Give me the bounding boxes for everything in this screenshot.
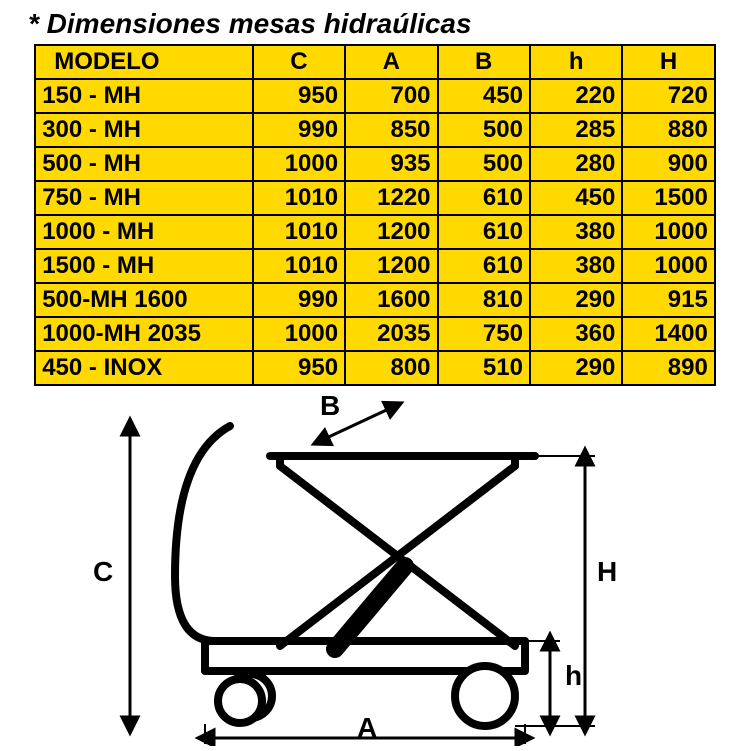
label-A: A xyxy=(357,712,377,744)
cell-model: 1000 - MH xyxy=(35,215,252,249)
cell-value: 880 xyxy=(622,113,714,147)
cell-value: 450 xyxy=(438,79,530,113)
cell-value: 1000 xyxy=(253,147,345,181)
lift-table-diagram: C A B H h xyxy=(75,396,675,746)
label-h: h xyxy=(565,660,582,692)
cell-value: 810 xyxy=(438,283,530,317)
table-header-row: MODELO C A B h H xyxy=(35,45,715,79)
label-H: H xyxy=(597,556,617,588)
cell-value: 935 xyxy=(345,147,437,181)
cell-value: 290 xyxy=(530,351,622,385)
cell-value: 1010 xyxy=(253,181,345,215)
cell-value: 2035 xyxy=(345,317,437,351)
cell-value: 720 xyxy=(622,79,714,113)
cell-value: 290 xyxy=(530,283,622,317)
cell-value: 950 xyxy=(253,79,345,113)
chart-title: * Dimensiones mesas hidraúlicas xyxy=(28,8,730,40)
cell-model: 300 - MH xyxy=(35,113,252,147)
cell-value: 1010 xyxy=(253,215,345,249)
table-row: 750 - MH101012206104501500 xyxy=(35,181,715,215)
cell-value: 1500 xyxy=(622,181,714,215)
table-row: 300 - MH990850500285880 xyxy=(35,113,715,147)
cell-value: 1400 xyxy=(622,317,714,351)
cell-value: 1000 xyxy=(622,249,714,283)
cell-value: 950 xyxy=(253,351,345,385)
cell-model: 1500 - MH xyxy=(35,249,252,283)
cell-value: 280 xyxy=(530,147,622,181)
table-row: 450 - INOX950800510290890 xyxy=(35,351,715,385)
cell-value: 450 xyxy=(530,181,622,215)
cell-value: 1220 xyxy=(345,181,437,215)
cell-value: 800 xyxy=(345,351,437,385)
label-B: B xyxy=(320,390,340,422)
cell-value: 750 xyxy=(438,317,530,351)
cell-value: 220 xyxy=(530,79,622,113)
cell-model: 1000-MH 2035 xyxy=(35,317,252,351)
table-row: 1000 - MH101012006103801000 xyxy=(35,215,715,249)
col-A: A xyxy=(345,45,437,79)
cell-value: 610 xyxy=(438,181,530,215)
col-H: H xyxy=(622,45,714,79)
col-B: B xyxy=(438,45,530,79)
cell-model: 500 - MH xyxy=(35,147,252,181)
label-C: C xyxy=(93,556,113,588)
table-row: 500-MH 16009901600810290915 xyxy=(35,283,715,317)
cell-value: 1600 xyxy=(345,283,437,317)
cell-value: 510 xyxy=(438,351,530,385)
cell-value: 500 xyxy=(438,113,530,147)
cell-value: 500 xyxy=(438,147,530,181)
cell-value: 850 xyxy=(345,113,437,147)
cell-model: 450 - INOX xyxy=(35,351,252,385)
cell-value: 610 xyxy=(438,249,530,283)
col-h: h xyxy=(530,45,622,79)
col-modelo: MODELO xyxy=(35,45,252,79)
cell-value: 700 xyxy=(345,79,437,113)
cell-value: 285 xyxy=(530,113,622,147)
cell-value: 990 xyxy=(253,113,345,147)
cell-value: 990 xyxy=(253,283,345,317)
table-row: 1000-MH 2035100020357503601400 xyxy=(35,317,715,351)
cell-value: 1000 xyxy=(253,317,345,351)
cell-value: 380 xyxy=(530,249,622,283)
table-row: 1500 - MH101012006103801000 xyxy=(35,249,715,283)
cell-value: 360 xyxy=(530,317,622,351)
table-row: 150 - MH950700450220720 xyxy=(35,79,715,113)
cell-value: 900 xyxy=(622,147,714,181)
dimensions-table: MODELO C A B h H 150 - MH950700450220720… xyxy=(34,44,716,386)
cell-value: 380 xyxy=(530,215,622,249)
cell-value: 915 xyxy=(622,283,714,317)
diagram-svg xyxy=(75,396,675,746)
cell-model: 500-MH 1600 xyxy=(35,283,252,317)
cell-model: 750 - MH xyxy=(35,181,252,215)
cell-value: 1200 xyxy=(345,249,437,283)
cell-value: 890 xyxy=(622,351,714,385)
cell-model: 150 - MH xyxy=(35,79,252,113)
table-row: 500 - MH1000935500280900 xyxy=(35,147,715,181)
cell-value: 1200 xyxy=(345,215,437,249)
cell-value: 610 xyxy=(438,215,530,249)
cell-value: 1010 xyxy=(253,249,345,283)
col-C: C xyxy=(253,45,345,79)
cell-value: 1000 xyxy=(622,215,714,249)
